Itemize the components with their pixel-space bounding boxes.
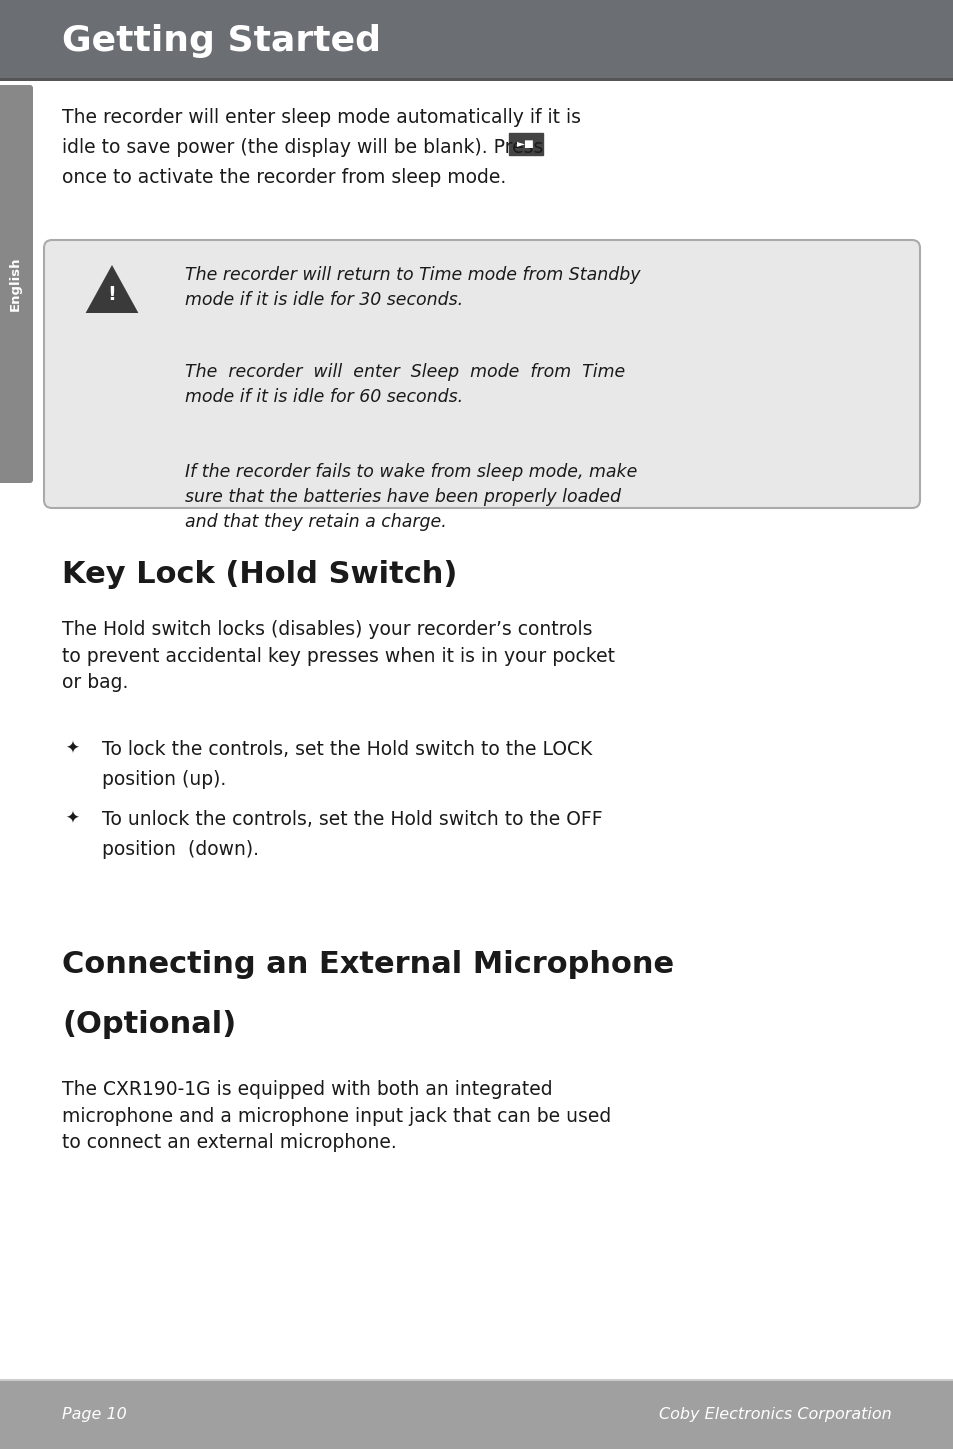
Text: If the recorder fails to wake from sleep mode, make
sure that the batteries have: If the recorder fails to wake from sleep… — [185, 464, 637, 530]
Bar — [0, 0, 953, 78]
Text: Key Lock (Hold Switch): Key Lock (Hold Switch) — [62, 559, 456, 588]
Text: Coby Electronics Corporation: Coby Electronics Corporation — [659, 1407, 891, 1421]
Text: (Optional): (Optional) — [62, 1010, 236, 1039]
Text: Getting Started: Getting Started — [62, 25, 380, 58]
Text: idle to save power (the display will be blank). Press: idle to save power (the display will be … — [62, 138, 549, 156]
Text: once to activate the recorder from sleep mode.: once to activate the recorder from sleep… — [62, 168, 506, 187]
Text: The Hold switch locks (disables) your recorder’s controls
to prevent accidental : The Hold switch locks (disables) your re… — [62, 620, 615, 693]
Text: The CXR190-1G is equipped with both an integrated
microphone and a microphone in: The CXR190-1G is equipped with both an i… — [62, 1080, 611, 1152]
FancyBboxPatch shape — [0, 85, 33, 483]
FancyBboxPatch shape — [509, 133, 542, 155]
Text: position (up).: position (up). — [102, 769, 226, 790]
Polygon shape — [86, 265, 138, 313]
Text: position  (down).: position (down). — [102, 840, 258, 859]
Bar — [0, 1379, 953, 1381]
Text: The  recorder  will  enter  Sleep  mode  from  Time
mode if it is idle for 60 se: The recorder will enter Sleep mode from … — [185, 364, 624, 406]
Bar — [0, 1379, 953, 1449]
FancyBboxPatch shape — [44, 241, 919, 509]
Text: ✦: ✦ — [65, 740, 79, 758]
Text: ►■: ►■ — [517, 139, 535, 149]
Bar — [0, 78, 953, 81]
Text: English: English — [9, 256, 22, 312]
Text: The recorder will enter sleep mode automatically if it is: The recorder will enter sleep mode autom… — [62, 109, 580, 128]
Text: To unlock the controls, set the Hold switch to the OFF: To unlock the controls, set the Hold swi… — [102, 810, 602, 829]
Text: !: ! — [108, 285, 116, 304]
Text: To lock the controls, set the Hold switch to the LOCK: To lock the controls, set the Hold switc… — [102, 740, 592, 759]
Text: ✦: ✦ — [65, 810, 79, 827]
Text: Page 10: Page 10 — [62, 1407, 127, 1421]
Text: The recorder will return to Time mode from Standby
mode if it is idle for 30 sec: The recorder will return to Time mode fr… — [185, 267, 639, 309]
Text: Connecting an External Microphone: Connecting an External Microphone — [62, 951, 674, 980]
